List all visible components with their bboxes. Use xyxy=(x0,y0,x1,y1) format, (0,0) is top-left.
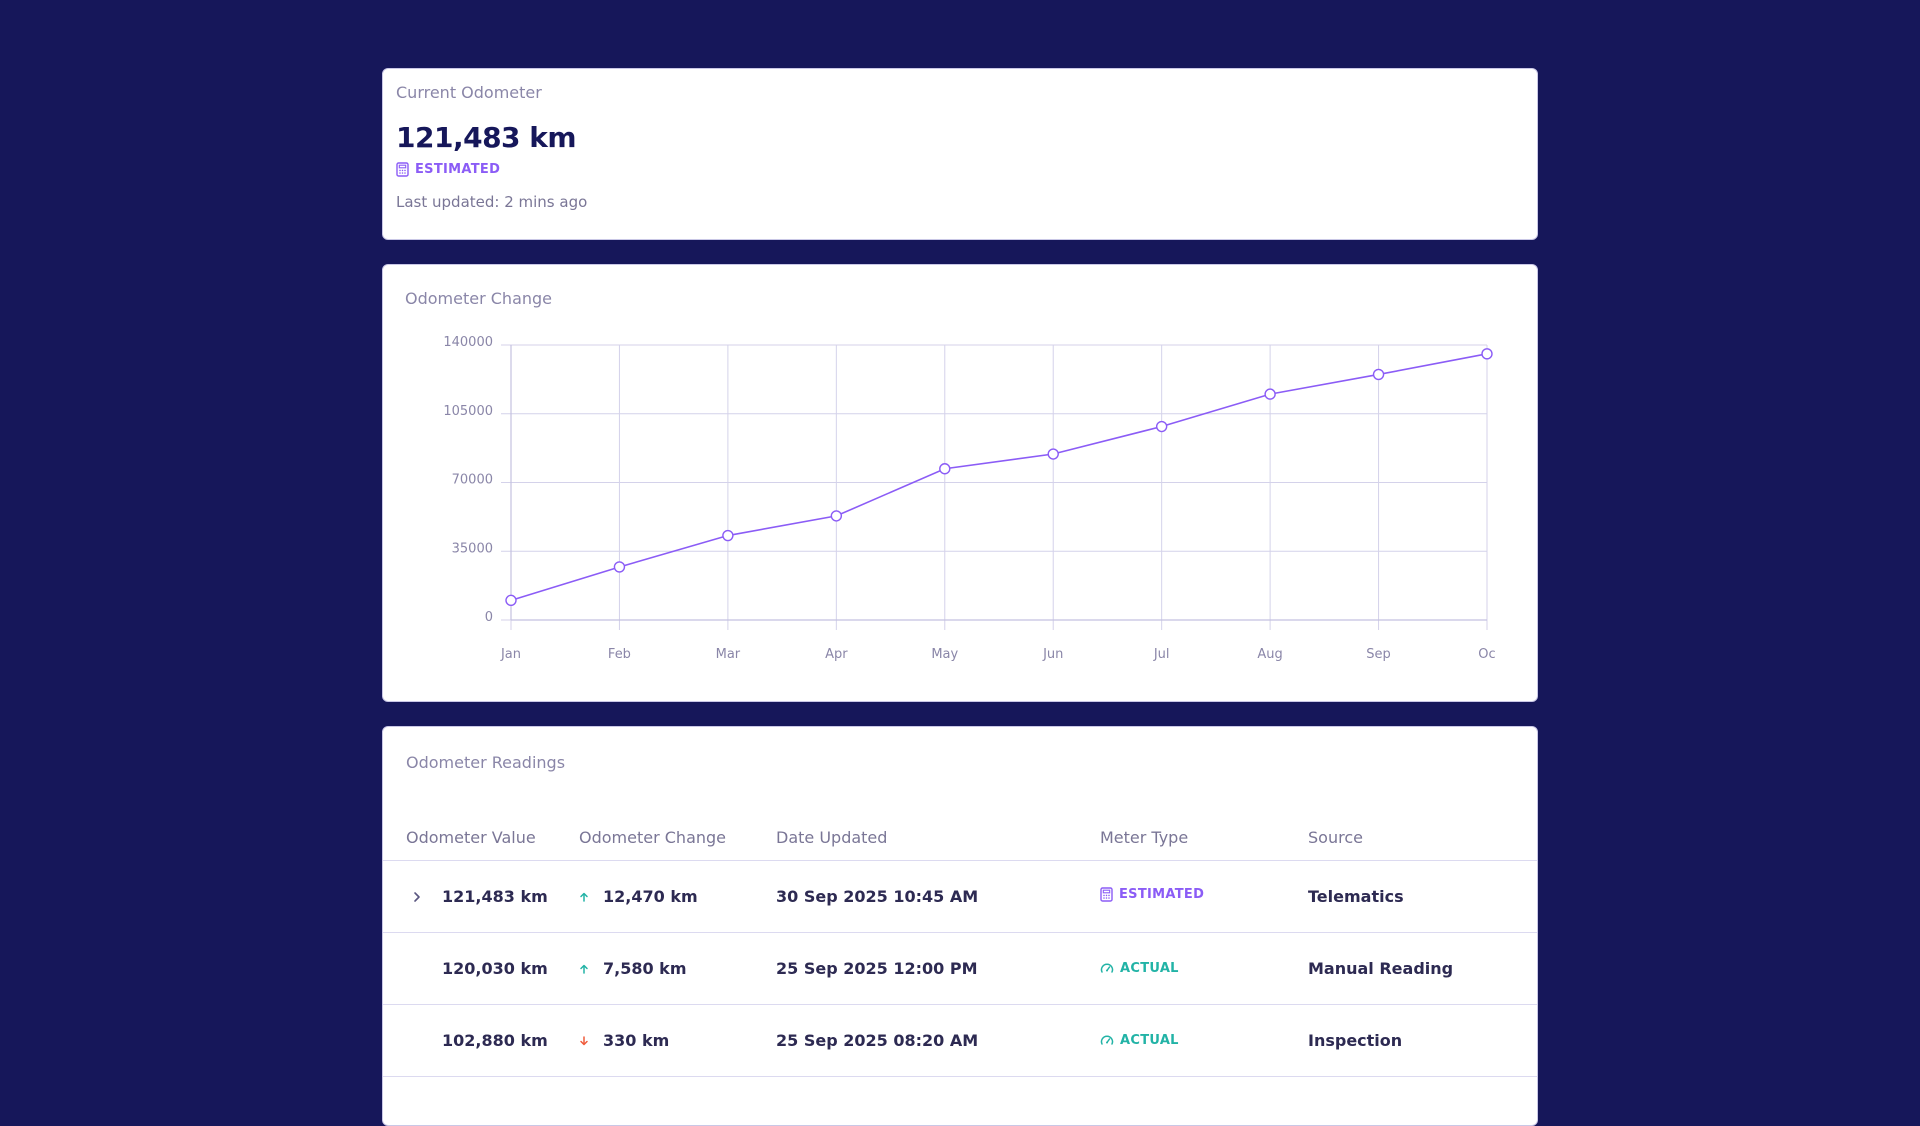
x-tick-label: Jul xyxy=(1153,647,1170,662)
meter-type-label: ACTUAL xyxy=(1120,1032,1179,1048)
y-tick-label: 35000 xyxy=(452,541,493,556)
data-point xyxy=(939,463,951,475)
data-point xyxy=(1481,348,1493,360)
odometer-page: Current Odometer 121,483 km ESTIMATED La… xyxy=(382,68,1538,1126)
calculator-icon xyxy=(1100,887,1113,902)
odometer-change-card: Odometer Change 0 35000 70000 105000 140000 J… xyxy=(382,264,1538,702)
x-tick-label: Apr xyxy=(825,647,848,662)
y-tick-label: 0 xyxy=(485,610,493,625)
meter-type-label: ESTIMATED xyxy=(1119,887,1205,902)
x-tick-label: Jan xyxy=(500,647,521,662)
meter-type-badge: ACTUAL xyxy=(1100,961,1179,976)
meter-type-cell: ACTUAL xyxy=(1100,1004,1308,1077)
x-tick-label: Aug xyxy=(1257,647,1282,662)
odometer-change-cell: 12,470 km xyxy=(579,860,776,933)
date-updated: 30 Sep 2025 10:45 AM xyxy=(776,860,1100,933)
odometer-value: 102,880 km xyxy=(442,1031,548,1050)
column-header-odometer-value[interactable]: Odometer Value xyxy=(383,828,579,861)
odometer-value: 120,030 km xyxy=(442,959,548,978)
odometer-line-chart: 0 35000 70000 105000 140000 Jan Feb Mar Apr May Ju… xyxy=(443,335,1495,662)
current-odometer-title: Current Odometer xyxy=(396,83,542,102)
data-point xyxy=(722,529,734,542)
calculator-icon xyxy=(396,162,409,177)
source: Manual Reading xyxy=(1308,932,1537,1005)
y-tick-label: 70000 xyxy=(452,473,493,488)
odometer-value-cell: 121,483 km xyxy=(383,860,579,933)
data-point xyxy=(613,561,626,573)
arrow-down-icon xyxy=(579,1031,589,1050)
meter-type-badge: ESTIMATED xyxy=(1100,887,1204,902)
meter-type-label: ESTIMATED xyxy=(415,162,501,177)
source: Telematics xyxy=(1308,860,1537,933)
x-tick-label: Oc xyxy=(1478,647,1495,662)
arrow-up-icon xyxy=(579,887,589,906)
current-odometer-card: Current Odometer 121,483 km ESTIMATED La… xyxy=(382,68,1538,240)
readings-title: Odometer Readings xyxy=(406,753,566,772)
x-tick-label: Mar xyxy=(716,647,741,662)
date-updated: 25 Sep 2025 12:00 PM xyxy=(776,932,1100,1005)
data-point xyxy=(830,510,843,522)
last-updated-text: Last updated: 2 mins ago xyxy=(396,193,588,211)
date-updated: 25 Sep 2025 08:20 AM xyxy=(776,1004,1100,1077)
column-header-date-updated[interactable]: Date Updated xyxy=(776,828,1100,861)
y-tick-label: 105000 xyxy=(443,404,493,419)
table-row[interactable]: 121,483 km 12,470 km 30 Sep 2025 10:45 A… xyxy=(383,860,1537,933)
column-header-odometer-change[interactable]: Odometer Change xyxy=(579,828,776,861)
meter-type-label: ACTUAL xyxy=(1120,960,1179,976)
table-row[interactable]: 102,880 km 330 km 25 Sep 2025 08:20 AM xyxy=(383,1004,1537,1077)
chart-title: Odometer Change xyxy=(405,289,553,308)
odometer-change: 12,470 km xyxy=(603,887,698,906)
gauge-icon xyxy=(1100,962,1114,974)
table-header-row: Odometer Value Odometer Change Date Upda… xyxy=(383,828,1537,861)
arrow-up-icon xyxy=(579,959,589,978)
gauge-icon xyxy=(1100,1034,1114,1046)
x-tick-label: Jun xyxy=(1042,647,1063,662)
data-point xyxy=(505,594,517,607)
odometer-change-cell: 7,580 km xyxy=(579,932,776,1005)
series-line xyxy=(510,353,1488,602)
odometer-readings-card: Odometer Readings Odometer Value Odomete… xyxy=(382,726,1538,1126)
x-tick-label: Feb xyxy=(608,647,631,662)
data-point xyxy=(1264,388,1276,400)
meter-type-cell: ESTIMATED xyxy=(1100,860,1308,933)
chevron-right-icon[interactable] xyxy=(406,891,442,903)
odometer-value-cell: 102,880 km xyxy=(383,1004,579,1077)
odometer-change-cell: 330 km xyxy=(579,1004,776,1077)
y-tick-label: 140000 xyxy=(443,335,493,350)
odometer-value: 121,483 km xyxy=(442,887,548,906)
source: Inspection xyxy=(1308,1004,1537,1077)
odometer-change: 7,580 km xyxy=(603,959,687,978)
meter-type-badge: ESTIMATED xyxy=(396,162,500,177)
odometer-value-cell: 120,030 km xyxy=(383,932,579,1005)
data-point xyxy=(1372,368,1385,381)
column-header-meter-type[interactable]: Meter Type xyxy=(1100,828,1308,861)
x-tick-label: May xyxy=(931,647,958,662)
data-point xyxy=(1047,448,1059,460)
odometer-change: 330 km xyxy=(603,1031,670,1050)
readings-table: Odometer Value Odometer Change Date Upda… xyxy=(383,828,1537,1077)
data-point xyxy=(1155,420,1168,433)
column-header-source[interactable]: Source xyxy=(1308,828,1537,861)
current-odometer-value: 121,483 km xyxy=(396,121,577,154)
meter-type-cell: ACTUAL xyxy=(1100,932,1308,1005)
x-tick-label: Sep xyxy=(1366,647,1391,662)
meter-type-badge: ACTUAL xyxy=(1100,1033,1179,1048)
table-row[interactable]: 120,030 km 7,580 km 25 Sep 2025 12:00 PM xyxy=(383,932,1537,1005)
